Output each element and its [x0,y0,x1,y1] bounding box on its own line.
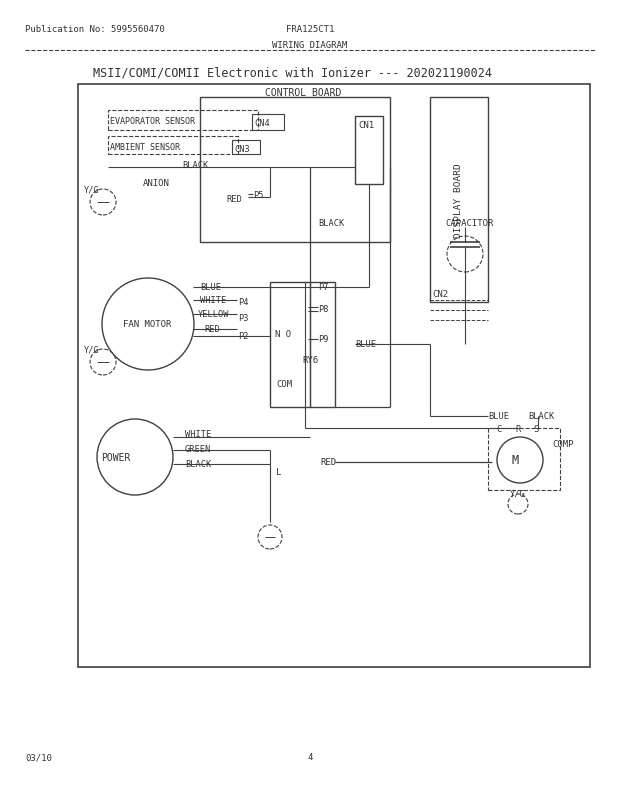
Text: RED: RED [226,194,242,203]
Text: N O: N O [275,330,291,339]
Text: CN3: CN3 [234,144,250,153]
Bar [78,85,590,667]
Text: BLACK: BLACK [182,160,208,169]
Text: BLUE: BLUE [488,412,509,421]
Text: Publication No: 5995560470: Publication No: 5995560470 [25,26,165,34]
Text: COMP: COMP [552,440,574,449]
Text: C: C [496,425,501,434]
Text: P4: P4 [238,298,249,307]
Text: BLACK: BLACK [528,412,554,421]
Text: BLACK: BLACK [318,218,344,227]
Text: Y/G: Y/G [510,489,526,498]
Text: RY6: RY6 [302,356,318,365]
Text: CN2: CN2 [432,290,448,299]
Text: Y/G: Y/G [84,345,100,354]
Text: AMBIENT SENSOR: AMBIENT SENSOR [110,142,180,152]
Text: S: S [533,425,538,434]
Text: YELLOW: YELLOW [198,310,229,319]
Text: P3: P3 [238,314,249,323]
Text: GREEN: GREEN [185,445,211,454]
Text: BLUE: BLUE [355,340,376,349]
Text: P2: P2 [238,332,249,341]
Text: CONTROL BOARD: CONTROL BOARD [265,88,342,98]
Text: COM: COM [276,380,292,389]
Text: CAPACITOR: CAPACITOR [445,218,494,227]
Text: M: M [512,454,518,467]
Text: FRA125CT1: FRA125CT1 [286,26,334,34]
Text: P9: P9 [318,335,329,344]
Text: 03/10: 03/10 [25,752,52,762]
Text: CN4: CN4 [254,119,270,128]
Bar [200,98,390,243]
Text: WIRING DIAGRAM: WIRING DIAGRAM [272,40,348,50]
Text: R: R [515,425,520,434]
Bar [488,428,560,490]
Text: RED: RED [320,458,336,467]
Text: P8: P8 [318,305,329,314]
Text: WHITE: WHITE [185,430,211,439]
Text: DISPLAY BOARD: DISPLAY BOARD [454,164,464,238]
Text: EVAPORATOR SENSOR: EVAPORATOR SENSOR [110,117,195,127]
Text: P7: P7 [318,282,329,291]
Text: P5: P5 [253,190,264,199]
Bar [430,98,488,302]
Bar [252,115,284,131]
Text: BLACK: BLACK [185,460,211,469]
Bar [270,282,335,407]
Text: 4: 4 [308,752,312,762]
Text: FAN MOTOR: FAN MOTOR [123,320,171,329]
Bar [232,141,260,155]
Text: L: L [276,468,281,477]
Text: Y/G: Y/G [84,185,100,194]
Text: RED: RED [204,325,219,334]
Text: BLUE: BLUE [200,283,221,292]
Bar [108,137,238,155]
Bar [355,117,383,184]
Text: WHITE: WHITE [200,296,226,305]
Text: CN1: CN1 [358,120,374,129]
Text: POWER: POWER [101,452,131,463]
Text: MSII/COMI/COMII Electronic with Ionizer --- 202021190024: MSII/COMI/COMII Electronic with Ionizer … [93,67,492,79]
Text: ANION: ANION [143,178,170,187]
Bar [108,111,258,131]
